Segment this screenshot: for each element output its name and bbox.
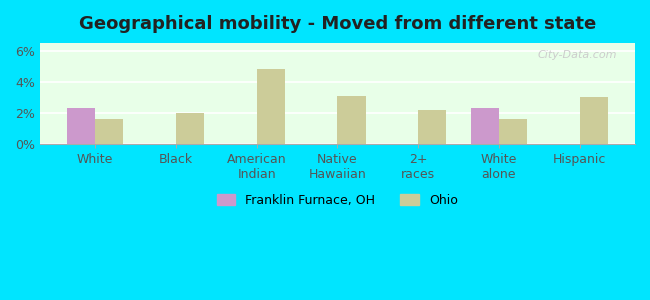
Bar bbox=[499, 119, 527, 144]
Bar bbox=[176, 113, 204, 144]
Bar bbox=[580, 97, 608, 144]
Bar bbox=[257, 69, 285, 144]
Bar bbox=[67, 108, 95, 144]
Title: Geographical mobility - Moved from different state: Geographical mobility - Moved from diffe… bbox=[79, 15, 596, 33]
Bar bbox=[418, 110, 447, 144]
Bar bbox=[337, 96, 366, 144]
Text: City-Data.com: City-Data.com bbox=[538, 50, 617, 60]
Legend: Franklin Furnace, OH, Ohio: Franklin Furnace, OH, Ohio bbox=[212, 189, 463, 211]
Bar bbox=[471, 108, 499, 144]
Bar bbox=[95, 119, 124, 144]
